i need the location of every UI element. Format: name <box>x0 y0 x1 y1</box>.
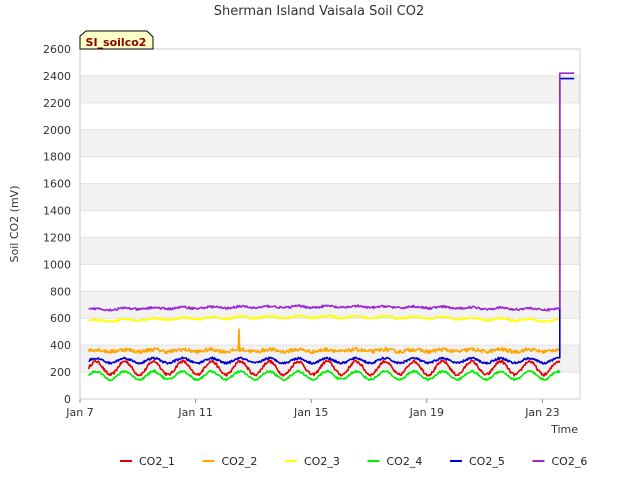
series-lines <box>87 72 575 382</box>
plot-frame <box>79 48 581 400</box>
grid-band <box>80 129 580 157</box>
x-tick-label: Jan 11 <box>177 406 212 419</box>
site-badge: SI_soilco2 <box>79 30 154 50</box>
legend-label-co2-5: CO2_5 <box>469 455 505 468</box>
y-tick-label: 2400 <box>43 70 71 83</box>
legend-label-co2-3: CO2_3 <box>304 455 340 468</box>
chart-title: Sherman Island Vaisala Soil CO2 <box>214 4 424 19</box>
y-tick-label: 200 <box>50 366 71 379</box>
x-axis-label: Time <box>550 423 578 436</box>
series-line-co2-2 <box>87 328 561 355</box>
y-tick-label: 0 <box>64 393 71 406</box>
grid-band <box>80 237 580 265</box>
y-tick-label: 1800 <box>43 151 71 164</box>
series-line-co2-3 <box>88 314 560 324</box>
y-tick-label: 2200 <box>43 97 71 110</box>
y-axis-ticks: 0 200 400 600 800 1000 1200 1400 1600 1800 2000 220… <box>43 43 71 406</box>
plot-background <box>80 48 580 400</box>
legend-label-co2-4: CO2_4 <box>387 455 423 468</box>
site-badge-shape <box>79 30 154 50</box>
y-tick-label: 600 <box>50 312 71 325</box>
legend-label-co2-6: CO2_6 <box>552 455 588 468</box>
y-tick-label: 2600 <box>43 43 71 56</box>
legend-label-co2-2: CO2_2 <box>222 455 258 468</box>
site-badge-label: SI_soilco2 <box>86 36 147 49</box>
y-tick-label: 1000 <box>43 258 71 271</box>
x-tick-label: Jan 15 <box>293 406 328 419</box>
y-tick-label: 1400 <box>43 205 71 218</box>
legend: CO2_1 CO2_2 CO2_3 CO2_4 CO2_5 CO2_6 <box>120 455 587 468</box>
y-tick-label: 1600 <box>43 178 71 191</box>
grid-band <box>80 291 580 319</box>
legend-label-co2-1: CO2_1 <box>139 455 175 468</box>
x-tick-label: Jan 7 <box>65 406 93 419</box>
y-tick-label: 2000 <box>43 124 71 137</box>
y-tick-label: 400 <box>50 339 71 352</box>
series-line-co2-5 <box>88 77 575 365</box>
series-line-co2-1 <box>87 359 561 377</box>
x-axis-ticks: Jan 7 Jan 11 Jan 15 Jan 19 Jan 23 <box>65 399 560 419</box>
grid-band <box>80 75 580 103</box>
plot-area <box>80 49 580 399</box>
grid-band <box>80 183 580 211</box>
x-tick-label: Jan 23 <box>524 406 559 419</box>
series-line-co2-4 <box>87 369 561 382</box>
x-tick-label: Jan 19 <box>409 406 444 419</box>
series-line-co2-6 <box>88 72 575 312</box>
y-tick-label: 800 <box>50 285 71 298</box>
y-axis-label: Soil CO2 (mV) <box>8 186 21 263</box>
y-tick-label: 1200 <box>43 231 71 244</box>
